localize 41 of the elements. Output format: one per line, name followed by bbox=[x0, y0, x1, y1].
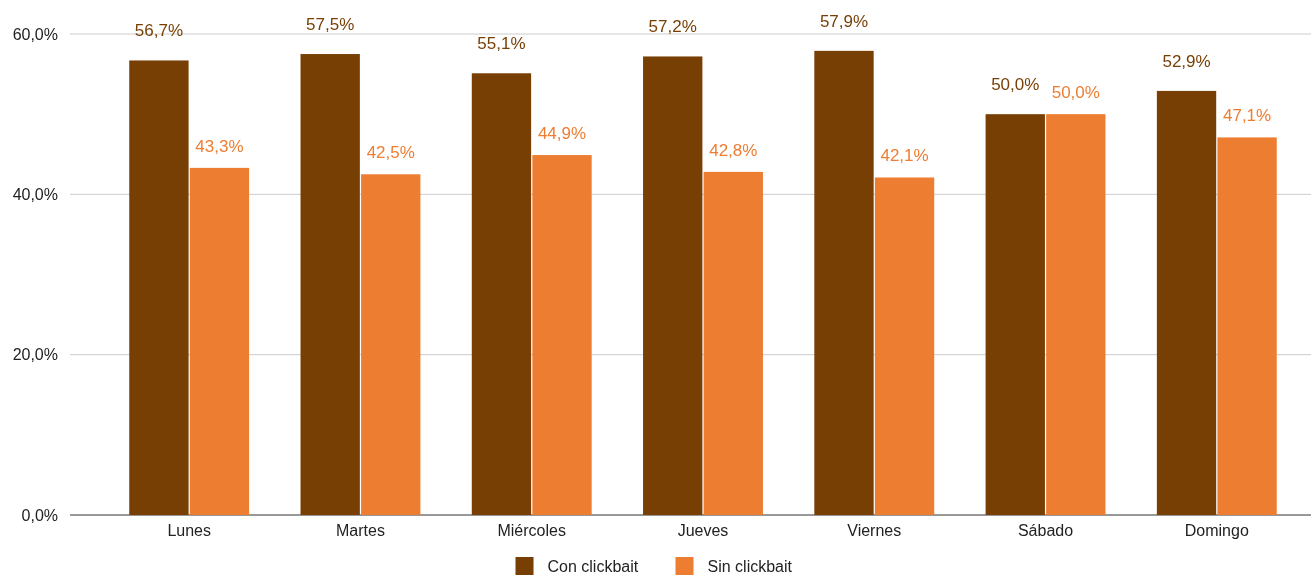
data-label: 57,5% bbox=[306, 15, 355, 35]
y-tick-label: 20,0% bbox=[12, 346, 58, 364]
x-tick-label: Viernes bbox=[847, 522, 902, 539]
bar bbox=[874, 177, 935, 515]
data-label: 47,1% bbox=[1222, 106, 1272, 126]
legend-label: Con clickbait bbox=[547, 557, 639, 575]
y-tick-label: 40,0% bbox=[12, 185, 58, 203]
x-tick-label: Sábado bbox=[1017, 522, 1074, 539]
data-label: 57,2% bbox=[648, 17, 697, 37]
data-label: 56,7% bbox=[134, 21, 184, 41]
bar bbox=[129, 60, 189, 515]
bar bbox=[361, 174, 421, 515]
data-label: 50,0% bbox=[1051, 83, 1100, 103]
data-label: 50,0% bbox=[991, 75, 1040, 95]
bar bbox=[985, 114, 1045, 515]
x-tick-label: Martes bbox=[336, 522, 385, 539]
data-label: 57,9% bbox=[819, 11, 869, 31]
data-label: 52,9% bbox=[1162, 51, 1211, 71]
bar bbox=[1156, 90, 1217, 515]
bar bbox=[814, 50, 874, 515]
x-tick-label: Miércoles bbox=[497, 522, 566, 539]
data-label: 55,1% bbox=[477, 34, 526, 54]
y-tick-label: 0,0% bbox=[21, 506, 58, 524]
data-label: 42,1% bbox=[880, 146, 929, 166]
x-tick-label: Domingo bbox=[1184, 522, 1249, 539]
x-tick-label: Jueves bbox=[677, 522, 729, 539]
bar bbox=[532, 155, 592, 515]
bar bbox=[1217, 137, 1277, 515]
bar bbox=[189, 167, 250, 515]
bar bbox=[1046, 114, 1106, 515]
data-label: 44,9% bbox=[537, 124, 587, 144]
data-label: 42,5% bbox=[366, 143, 415, 163]
legend-label: Sin clickbait bbox=[707, 557, 793, 575]
bar bbox=[703, 171, 763, 515]
bar bbox=[471, 73, 532, 515]
bar bbox=[300, 54, 360, 515]
bar bbox=[643, 56, 703, 515]
data-label: 43,3% bbox=[195, 136, 244, 156]
x-tick-label: Lunes bbox=[167, 522, 211, 539]
y-tick-label: 60,0% bbox=[12, 25, 58, 43]
data-label: 42,8% bbox=[709, 140, 758, 160]
